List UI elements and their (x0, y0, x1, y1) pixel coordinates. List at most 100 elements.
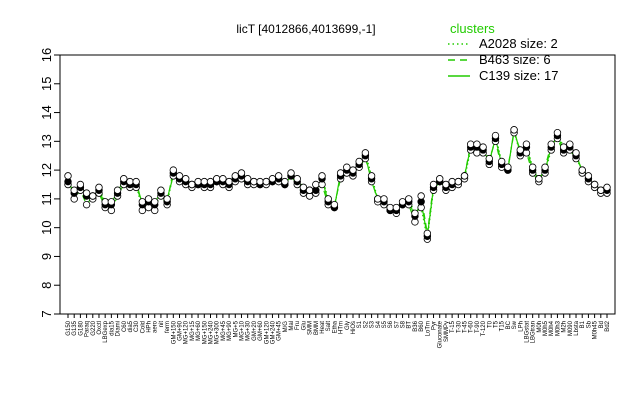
data-point (460, 172, 469, 180)
x-tick-label: T0 (487, 320, 493, 328)
x-tick-label: S8 (401, 320, 407, 328)
data-point (528, 163, 537, 171)
data-point (361, 149, 370, 157)
data-point (182, 175, 190, 183)
x-tick-label: M0h5 (543, 320, 549, 336)
x-tick-label: MG+30 (246, 320, 252, 341)
data-point (510, 126, 518, 134)
x-tick-label: HiOs (351, 321, 357, 334)
x-tick-label: LBGstat (524, 321, 530, 343)
data-point (417, 192, 425, 200)
data-point (448, 177, 456, 186)
data-point (572, 149, 580, 157)
x-tick-label: T-120 (481, 320, 487, 336)
y-tick-label: 12 (39, 163, 54, 177)
points-layer (64, 126, 611, 243)
x-tick-label: M090 (568, 320, 574, 336)
y-tick-label: 8 (39, 282, 54, 289)
x-tick-label: S2 (363, 320, 369, 328)
x-tick-label: Lbsta (574, 320, 580, 335)
x-tick-label: M0h3 (555, 320, 561, 336)
data-point (535, 175, 543, 183)
x-tick-label: Diami (116, 321, 122, 336)
data-point (312, 180, 320, 189)
data-point (603, 183, 611, 192)
x-tick-label: GM+60 (258, 320, 264, 341)
x-tick-label: BT (407, 321, 413, 329)
data-point (429, 180, 438, 189)
x-tick-label: Oxctl (97, 321, 103, 335)
x-tick-label: Pyr (432, 321, 438, 330)
data-point (250, 177, 258, 186)
x-tick-label: Glu (301, 321, 307, 330)
data-point (330, 200, 339, 209)
x-tick-label: B1 (580, 320, 586, 328)
data-point (132, 177, 140, 186)
x-tick-label: MG+15 (190, 320, 196, 341)
x-tick-label: T5 (493, 320, 499, 328)
data-point (89, 192, 97, 200)
data-point (516, 146, 524, 154)
data-point (101, 198, 109, 206)
data-point (473, 140, 481, 148)
x-tick-label: T-30 (456, 320, 462, 333)
data-point (318, 172, 326, 180)
y-tick-label: 11 (39, 192, 54, 206)
x-tick-label: HTm (339, 321, 345, 334)
data-point (243, 175, 252, 183)
x-tick-label: M0h (537, 321, 543, 333)
x-tick-label: Mal (289, 321, 295, 331)
x-tick-label: MG+45 (221, 320, 227, 341)
data-point (70, 186, 78, 194)
x-tick-label: Heat (320, 321, 326, 334)
data-point (398, 198, 407, 206)
data-point (268, 175, 277, 183)
data-point (436, 175, 444, 183)
data-point (299, 183, 308, 192)
data-point (547, 140, 555, 148)
data-point (405, 195, 413, 203)
x-tick-label: MG+150 (202, 320, 208, 344)
data-point (144, 195, 153, 203)
data-point (256, 177, 264, 186)
data-point (76, 180, 85, 189)
x-tick-label: HPh (147, 321, 153, 333)
data-point (219, 175, 227, 183)
data-point (553, 128, 562, 137)
data-point (175, 172, 184, 180)
legend-label: B463 size: 6 (479, 52, 551, 67)
x-tick-label: aero (153, 320, 159, 333)
data-point (64, 172, 72, 180)
x-tick-label: G150 (66, 320, 72, 335)
data-point (188, 180, 196, 189)
data-point (479, 143, 487, 151)
x-tick-label: LPh (518, 321, 524, 332)
data-point (231, 172, 239, 180)
x-tick-label: SMMPy (444, 321, 450, 342)
x-tick-label: M/G (283, 321, 289, 333)
data-point (467, 140, 475, 148)
data-point (95, 183, 103, 192)
plot-frame (59, 54, 616, 315)
x-tick-label: M2h (562, 321, 568, 333)
x-tick-label: C60 (122, 320, 128, 332)
y-tick-label: 13 (39, 134, 54, 148)
data-point (597, 186, 605, 194)
x-tick-label: M0h4 (549, 320, 555, 336)
data-point (491, 131, 500, 140)
chart-title: licT [4012866,4013699,-1] (236, 22, 375, 36)
x-tick-label: Salt (326, 321, 332, 332)
data-point (82, 189, 91, 197)
x-tick-label: GM+45 (277, 320, 283, 341)
x-tick-label: dia5 (128, 320, 134, 332)
data-point (590, 180, 599, 189)
y-tick-label: 16 (39, 48, 54, 62)
x-tick-label: Bd (599, 321, 605, 328)
x-tick-label: B36 (413, 320, 419, 331)
x-tick-label: S4 (376, 320, 382, 328)
data-point (212, 175, 221, 183)
data-point (126, 177, 134, 186)
data-point (442, 180, 450, 189)
data-point (485, 154, 493, 163)
